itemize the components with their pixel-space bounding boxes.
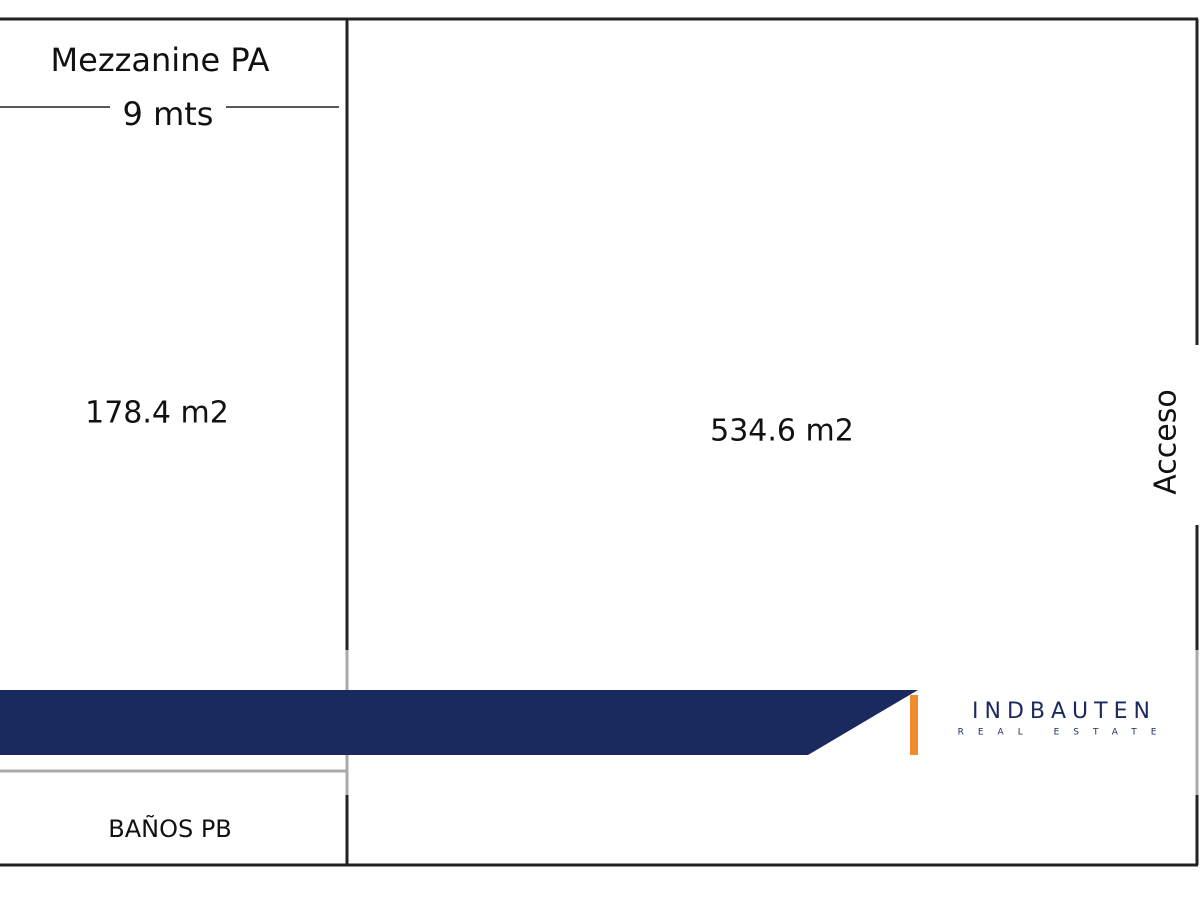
logo-bar: [910, 695, 918, 755]
walls: [0, 17, 1199, 867]
room-area: 534.6 m2: [710, 414, 854, 449]
dimension-label: 9 mts: [123, 95, 214, 133]
room-title: BAÑOS PB: [108, 813, 232, 843]
logo-brand: INDBAUTEN: [972, 699, 1156, 724]
room-title: Mezzanine PA: [51, 41, 270, 79]
banner: [0, 690, 918, 755]
logo-tagline: REAL ESTATE: [958, 728, 1171, 738]
room-area: 178.4 m2: [85, 396, 229, 431]
door-label: Acceso: [1149, 389, 1184, 494]
